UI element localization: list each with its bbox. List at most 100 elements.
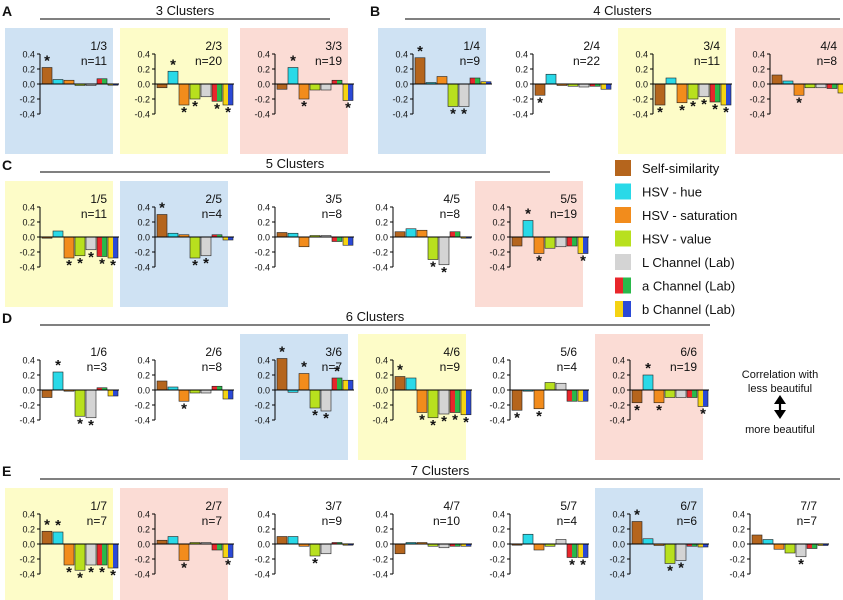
y-tick-label: 0.0 [375,540,388,550]
bar-half [102,544,107,565]
bar-half [217,386,222,390]
y-tick-label: 0.2 [137,371,150,381]
legend-swatch-half [615,277,623,294]
bar-half [807,544,812,549]
y-tick-label: 0.4 [257,510,270,520]
panel-n: n=19 [315,54,342,68]
y-tick-label: 0.4 [612,356,625,366]
panel-6-of-6: 0.4 0.2 0.0 -0.2 -0.4 * * * * 6/6n=19 [595,334,709,460]
bar-half [108,390,113,396]
y-tick-label: -0.4 [254,416,270,426]
bar-hsv-saturation [63,236,75,259]
bar-half [348,544,353,546]
y-tick-label: 0.4 [257,50,270,60]
bar-l-channel-lab [200,236,212,257]
y-tick-label: 0.2 [137,218,150,228]
bar-a-channel-lab [211,83,223,102]
bar-a-channel-lab [826,83,838,89]
y-tick-label: 0.0 [22,80,35,90]
bar-half [337,378,342,390]
y-tick-label: 0.2 [612,371,625,381]
bar-half [486,81,491,84]
panel-label: 2/7 [205,499,222,513]
section-letter: B [370,3,380,19]
significance-star: * [796,94,802,111]
bar-a-channel-lab [566,236,578,247]
significance-star: * [690,98,696,115]
bar-hsv-value [189,236,201,259]
panel-2-of-7: 0.4 0.2 0.0 -0.2 -0.4 * * 2/7n=7 [120,488,234,600]
bar-self-similarity [276,536,288,545]
y-tick-label: 0.2 [492,371,505,381]
significance-star: * [461,106,467,123]
bar-b-channel-lab [342,236,354,246]
y-tick-label: -0.4 [19,570,35,580]
y-tick-label: -0.2 [372,401,388,411]
bar-self-similarity [276,358,288,391]
panel-3-of-7: 0.4 0.2 0.0 -0.2 -0.4 * 3/7n=9 [254,499,354,580]
bar-b-channel-lab [577,389,589,402]
bar-hsv-hue [52,79,64,85]
section-title: 7 Clusters [411,463,470,478]
y-tick-label: -0.4 [254,263,270,273]
bar-half [450,544,455,547]
bar-hsv-saturation [298,236,310,248]
significance-star: * [88,564,94,581]
bar-half [343,84,348,101]
panel-n: n=10 [433,514,460,528]
y-tick-label: 0.0 [515,80,528,90]
y-tick-label: 0.4 [137,203,150,213]
bar-b-channel-lab [342,379,354,391]
correlation-more-beautiful: more beautiful [745,424,815,436]
y-tick-label: -0.2 [134,401,150,411]
bar-self-similarity [276,232,288,238]
bar-l-channel-lab [85,543,97,566]
significance-star: * [192,257,198,274]
panel-label: 7/7 [800,499,817,513]
panel-n: n=7 [202,514,223,528]
bar-half [102,78,107,84]
bar-half [228,237,233,240]
legend-item: a Channel (Lab) [615,277,735,294]
bar-half [832,84,837,89]
y-tick-label: 0.2 [257,218,270,228]
legend-item: HSV - hue [615,183,702,200]
y-tick-label: -0.4 [729,570,745,580]
panel-n: n=6 [677,514,698,528]
legend-label: Self-similarity [642,161,720,176]
legend-label: HSV - saturation [642,208,737,223]
y-tick-label: -0.4 [134,416,150,426]
bar-half [113,544,118,568]
bar-half [466,544,471,547]
y-tick-label: 0.4 [257,203,270,213]
panel-n: n=7 [87,514,108,528]
y-tick-label: 0.4 [612,510,625,520]
bar-half [343,544,348,546]
bar-hsv-saturation [533,389,545,410]
bar-l-channel-lab [555,236,567,248]
bar-self-similarity [511,389,523,411]
panel-n: n=9 [322,514,343,528]
y-tick-label: -0.2 [609,555,625,565]
bar-half [461,237,466,239]
bar-l-channel-lab [320,543,332,555]
bar-b-channel-lab [222,83,234,106]
bar-hsv-saturation [178,83,190,106]
y-tick-label: -0.4 [134,110,150,120]
y-tick-label: 0.0 [137,386,150,396]
bar-a-channel-lab [96,236,108,257]
bar-half [212,84,217,102]
y-tick-label: 0.0 [752,80,765,90]
bar-half [223,544,228,558]
panel-n: n=19 [550,207,577,221]
significance-star: * [345,100,351,117]
panel-7-of-7: 0.4 0.2 0.0 -0.2 -0.4 * 7/7n=7 [729,499,829,580]
y-tick-label: 0.2 [257,65,270,75]
significance-star: * [301,359,307,376]
bar-half [687,544,692,547]
y-tick-label: 0.0 [395,80,408,90]
bar-b-channel-lab [222,389,234,400]
arrow-down-head [774,410,786,419]
y-tick-label: 0.0 [22,233,35,243]
y-tick-label: 0.4 [515,50,528,60]
